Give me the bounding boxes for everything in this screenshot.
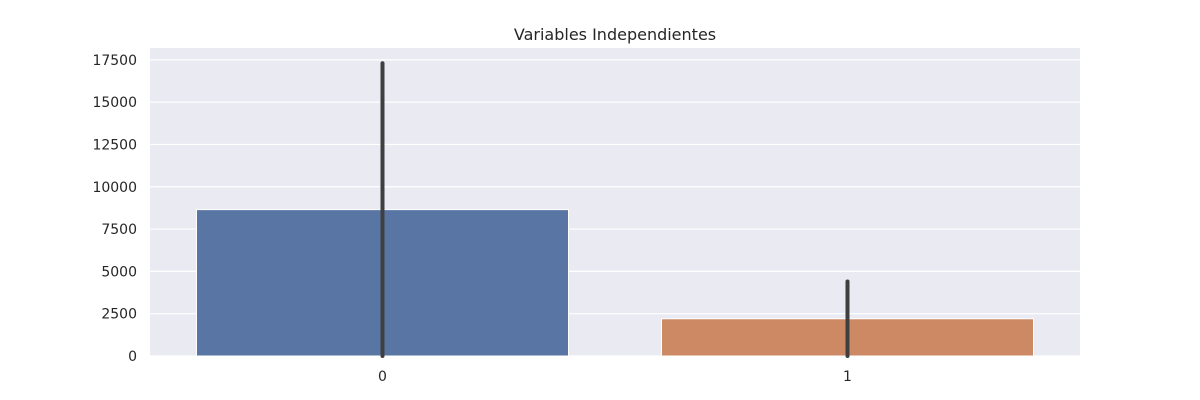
- y-tick-label: 12500: [92, 137, 137, 153]
- y-tick-label: 0: [128, 349, 137, 365]
- y-tick-label: 17500: [92, 53, 137, 69]
- x-tick-label: 0: [378, 369, 387, 385]
- x-tick-label: 1: [843, 369, 852, 385]
- chart-title: Variables Independientes: [514, 25, 716, 44]
- y-tick-label: 2500: [101, 307, 137, 323]
- y-tick-label: 5000: [101, 264, 137, 280]
- y-tick-label: 10000: [92, 180, 137, 196]
- y-tick-label: 7500: [101, 222, 137, 238]
- y-tick-label: 15000: [92, 95, 137, 111]
- y-axis-ticks: 0 2500 5000 7500 10000 12500 15000 17500: [92, 53, 137, 365]
- error-bars: [380, 61, 850, 358]
